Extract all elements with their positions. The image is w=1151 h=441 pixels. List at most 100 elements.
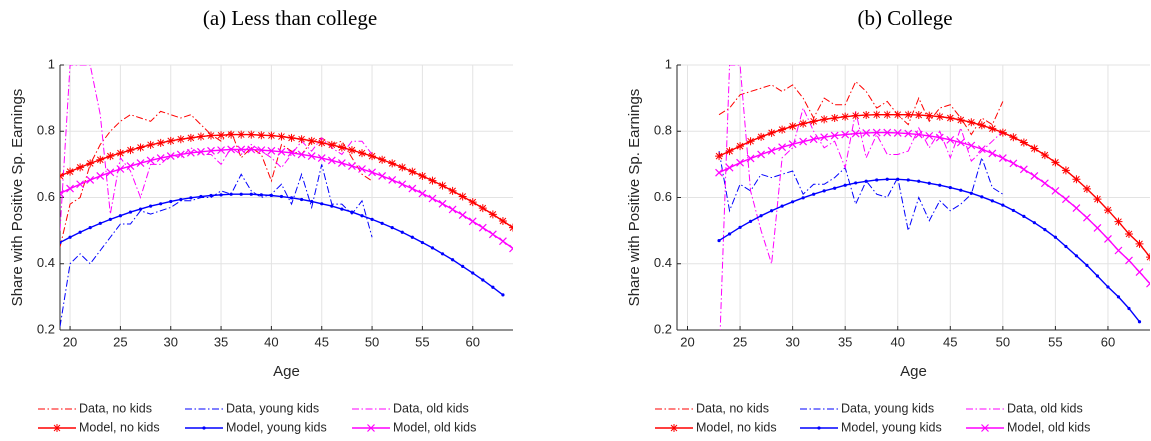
legend-entry: Data, old kids [966, 401, 1083, 415]
legend-label: Data, old kids [393, 401, 469, 415]
marker-x [186, 148, 195, 157]
marker-x [1125, 256, 1133, 265]
series-line [719, 65, 1004, 330]
marker-asterisk [196, 132, 205, 141]
marker-dot [300, 197, 304, 202]
marker-asterisk [935, 112, 944, 121]
marker-dot [60, 240, 62, 245]
marker-x [499, 237, 507, 246]
marker-asterisk [458, 192, 467, 201]
marker-dot [896, 177, 900, 181]
marker-asterisk [893, 110, 902, 119]
marker-x [914, 130, 923, 139]
marker-dot [279, 194, 284, 199]
marker-dot [169, 199, 173, 204]
marker-x [967, 141, 976, 150]
marker-dot [229, 192, 233, 196]
legend-label: Model, young kids [841, 420, 942, 434]
marker-dot [390, 226, 394, 230]
marker-dot [969, 191, 973, 195]
legend-entry: Data, old kids [352, 401, 469, 415]
y-tick-label: 0.2 [37, 321, 55, 336]
marker-x [1019, 165, 1028, 174]
marker-asterisk [428, 176, 437, 185]
marker-asterisk [778, 125, 787, 134]
marker-asterisk [277, 132, 286, 141]
marker-dot [812, 192, 816, 196]
marker-dot [118, 214, 122, 218]
x-tick-label: 50 [996, 334, 1010, 349]
marker-dot [239, 192, 243, 196]
series-line [60, 110, 373, 248]
marker-dot [717, 238, 721, 243]
marker-x [809, 135, 818, 144]
marker-x [1104, 234, 1112, 243]
marker-x [788, 140, 797, 149]
marker-x [841, 130, 850, 139]
marker-asterisk [468, 198, 477, 207]
marker-dot [1011, 208, 1015, 213]
marker-x [367, 424, 375, 432]
marker-dot [833, 186, 837, 190]
marker-asterisk [176, 135, 185, 144]
marker-dot [471, 271, 475, 275]
marker-dot [770, 209, 774, 213]
marker-asterisk [799, 119, 808, 128]
marker-asterisk [715, 152, 724, 161]
marker-asterisk [146, 140, 155, 149]
y-tick-label: 0.6 [654, 189, 672, 204]
x-tick-label: 30 [163, 334, 177, 349]
marker-asterisk [736, 142, 745, 151]
series-line [718, 151, 1004, 231]
marker-asterisk [1103, 206, 1112, 215]
x-tick-label: 30 [785, 334, 799, 349]
marker-x [267, 146, 276, 155]
marker-asterisk [267, 131, 276, 140]
marker-dot [78, 230, 82, 234]
marker-asterisk [956, 115, 965, 124]
marker-x [197, 147, 205, 156]
marker-x [247, 145, 256, 154]
marker-dot [320, 202, 324, 206]
marker-dot [1106, 285, 1110, 289]
marker-dot [791, 200, 795, 204]
legend-label: Data, young kids [841, 401, 934, 415]
legend-label: Model, young kids [226, 420, 327, 434]
marker-dot [917, 179, 921, 183]
marker-dot [780, 204, 784, 208]
marker-dot [801, 196, 805, 200]
marker-x [418, 189, 427, 198]
marker-dot [249, 192, 253, 196]
legend-label: Model, old kids [393, 420, 476, 434]
marker-asterisk [368, 152, 377, 161]
marker-asterisk [1093, 195, 1102, 204]
x-tick-label: 25 [113, 334, 127, 349]
marker-x [981, 424, 989, 432]
marker-asterisk [1124, 229, 1133, 238]
marker-asterisk [757, 132, 766, 141]
marker-asterisk [237, 130, 246, 139]
series-line [718, 131, 1150, 285]
x-tick-label: 50 [365, 334, 379, 349]
marker-x [237, 145, 246, 154]
legend-entry: Data, no kids [655, 401, 769, 415]
marker-dot [885, 177, 889, 181]
marker-x [227, 145, 236, 154]
marker-x [257, 146, 266, 155]
chart-panel: (a) Less than college 0.2 0.4 0.6 0.8 1 20 25 30… [9, 6, 513, 434]
marker-x [778, 143, 787, 152]
y-axis-label: Share with Positive Sp. Earnings [626, 89, 643, 307]
marker-x [1146, 279, 1150, 288]
legend-entry: Data, young kids [800, 401, 934, 415]
marker-asterisk [448, 186, 457, 195]
marker-x [935, 133, 944, 142]
marker-asterisk [287, 133, 296, 142]
legend-entry: Data, no kids [38, 401, 152, 415]
marker-dot [875, 178, 879, 182]
marker-asterisk [317, 138, 326, 147]
marker-dot [159, 202, 163, 206]
marker-dot [179, 197, 183, 202]
x-tick-label: 20 [63, 334, 77, 349]
marker-x [398, 180, 407, 189]
marker-dot [360, 214, 364, 218]
